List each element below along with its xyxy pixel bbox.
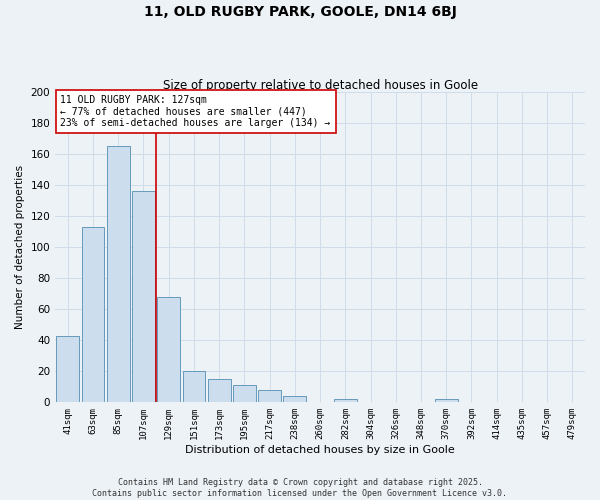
Bar	[82, 227, 104, 402]
Bar	[258, 390, 281, 402]
Bar	[334, 399, 356, 402]
X-axis label: Distribution of detached houses by size in Goole: Distribution of detached houses by size …	[185, 445, 455, 455]
Bar	[435, 399, 458, 402]
Y-axis label: Number of detached properties: Number of detached properties	[15, 165, 25, 329]
Bar	[107, 146, 130, 402]
Bar	[132, 192, 155, 402]
Bar	[56, 336, 79, 402]
Bar	[283, 396, 306, 402]
Text: 11 OLD RUGBY PARK: 127sqm
← 77% of detached houses are smaller (447)
23% of semi: 11 OLD RUGBY PARK: 127sqm ← 77% of detac…	[61, 95, 331, 128]
Bar	[208, 379, 230, 402]
Text: Contains HM Land Registry data © Crown copyright and database right 2025.
Contai: Contains HM Land Registry data © Crown c…	[92, 478, 508, 498]
Bar	[182, 372, 205, 402]
Text: 11, OLD RUGBY PARK, GOOLE, DN14 6BJ: 11, OLD RUGBY PARK, GOOLE, DN14 6BJ	[143, 5, 457, 19]
Bar	[157, 297, 180, 403]
Title: Size of property relative to detached houses in Goole: Size of property relative to detached ho…	[163, 79, 478, 92]
Bar	[233, 386, 256, 402]
